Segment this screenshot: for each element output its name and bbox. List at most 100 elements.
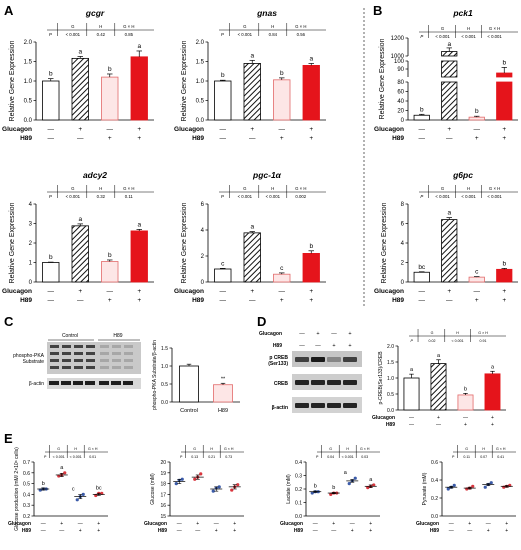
glucagon-sign: + [78, 288, 82, 295]
blot-c-pka-lane-band [74, 345, 83, 348]
stats-p-label: P [420, 34, 423, 39]
stats-header: G [71, 24, 75, 29]
blot-c-band-label-pka: phospho-PKA Substrate [13, 353, 45, 365]
blot-c-actin-lane-band [111, 381, 121, 385]
bar [496, 72, 513, 78]
y-tick-label: 2.0 [196, 40, 205, 46]
stats-value: 0.42 [97, 32, 106, 37]
y-tick-label: 0.3 [295, 474, 302, 480]
y-tick-label: 0 [29, 280, 33, 286]
stats-value: 0.11 [463, 455, 470, 459]
y-axis-label: Relative Gene Expression [9, 40, 16, 121]
glucagon-label: Glucagon [174, 126, 204, 133]
y-tick-label: 40 [397, 99, 404, 105]
h89-sign: — [59, 528, 64, 534]
h89-sign: — [446, 297, 453, 304]
glucagon-sign: — [220, 126, 227, 133]
blot-c-pka-lane-band [100, 366, 109, 369]
stats-header: G [441, 186, 445, 191]
stats-value: 0.56 [297, 32, 306, 37]
blot-c-pka-lane-band [86, 366, 95, 369]
stats-header: G [441, 26, 445, 31]
y-tick-label: 0.0 [431, 514, 438, 520]
bar [243, 232, 261, 283]
panel-letter-e: E [4, 431, 13, 446]
chart-gnas: gnas 0.0 0.5 1.0 1.5 2.0 Relative Gene Express… [174, 8, 326, 142]
bar [42, 262, 60, 283]
stats-header: H [456, 331, 459, 335]
chart-pgc1a: pgc-1α 0 2 4 6 Relative Gene Expression c a c b P G… [174, 170, 326, 304]
bar [243, 63, 261, 121]
y-tick-label: 0.0 [161, 400, 168, 406]
blot-d-pcreb-lane-band [327, 357, 341, 362]
stats-header: H [210, 447, 213, 451]
chart-adcy2: adcy2 0 1 2 3 4 Relative Gene Expression b a b a P G… [2, 170, 154, 304]
y-tick-label: 0.5 [24, 99, 33, 105]
h89-sign: + [487, 528, 490, 534]
bar [273, 273, 291, 283]
h89-sign: + [502, 135, 506, 142]
y-tick-label: 0.5 [196, 99, 205, 105]
significance-letter: a [250, 224, 254, 231]
y-axis-label: Lactate (mM) [286, 474, 292, 504]
significance-letter: a [137, 221, 141, 228]
stats-value: < 0.001 [461, 194, 476, 199]
bar [101, 261, 119, 283]
h89-sign: + [475, 297, 479, 304]
blot-c-pka-lane-band [124, 345, 133, 348]
panel-letter-a: A [4, 3, 14, 18]
stats-value: 0.13 [191, 455, 198, 459]
stats-value: 0.03 [361, 455, 368, 459]
significance-letter: c [280, 265, 284, 272]
blot-d-actin-lane-band [295, 403, 309, 408]
stats-value: 0.21 [208, 455, 215, 459]
h89-sign: + [137, 135, 141, 142]
stats-value: < 0.001 [238, 32, 253, 37]
y-tick-label: 16 [160, 503, 166, 509]
glucagon-sign: — [474, 126, 481, 133]
stats-header: G [431, 331, 434, 335]
blot-d-band-label-actin: β-actin [272, 405, 288, 411]
blot-c-pka-lane-band [62, 352, 71, 355]
data-point [489, 481, 493, 485]
glucagon-sign: — [78, 521, 83, 527]
y-axis-label: Relative Gene Expression [381, 202, 388, 283]
y-tick-label: 0.0 [24, 118, 33, 124]
stats-header: G [193, 447, 196, 451]
h89-label: H89 [294, 528, 303, 534]
stats-header: G × H [224, 447, 234, 451]
h89-label: H89 [158, 528, 167, 534]
blot-d-h89-label: H89 [273, 343, 282, 349]
glucagon-label: Glucagon [374, 126, 404, 133]
h89-label: H89 [392, 135, 404, 142]
stats-header: G × H [295, 186, 306, 191]
blot-d-glucagon-sign: — [299, 331, 305, 337]
stats-p-label: P [410, 339, 413, 343]
blot-d-h89-sign: + [332, 343, 335, 349]
significance-letter: a [447, 210, 451, 217]
blot-c-pka-lane-band [112, 352, 121, 355]
stats-value: < 0.001 [66, 194, 81, 199]
bar [214, 268, 232, 283]
y-tick-label: 15 [160, 514, 166, 520]
glucagon-sign: — [220, 288, 227, 295]
y-tick-label: 1.0 [196, 79, 205, 85]
y-tick-label: 0.2 [431, 496, 438, 502]
stats-p-label: P [180, 455, 183, 459]
stats-p-label: P [221, 194, 224, 199]
glucagon-sign: + [309, 288, 313, 295]
y-tick-label: 2 [401, 261, 405, 267]
significance-letter: b [464, 386, 467, 392]
data-point [366, 486, 370, 490]
blot-c-lanes [49, 345, 133, 385]
h89-label: H89 [392, 297, 404, 304]
bar-lower [441, 81, 458, 121]
y-tick-label: 0.1 [295, 501, 302, 507]
panel-letter-b: B [373, 3, 382, 18]
y-axis-label: Glucose (mM) [150, 473, 156, 505]
glucagon-sign: — [449, 521, 454, 527]
glucagon-label: Glucagon [280, 521, 303, 527]
significance-letter: b [475, 108, 479, 115]
